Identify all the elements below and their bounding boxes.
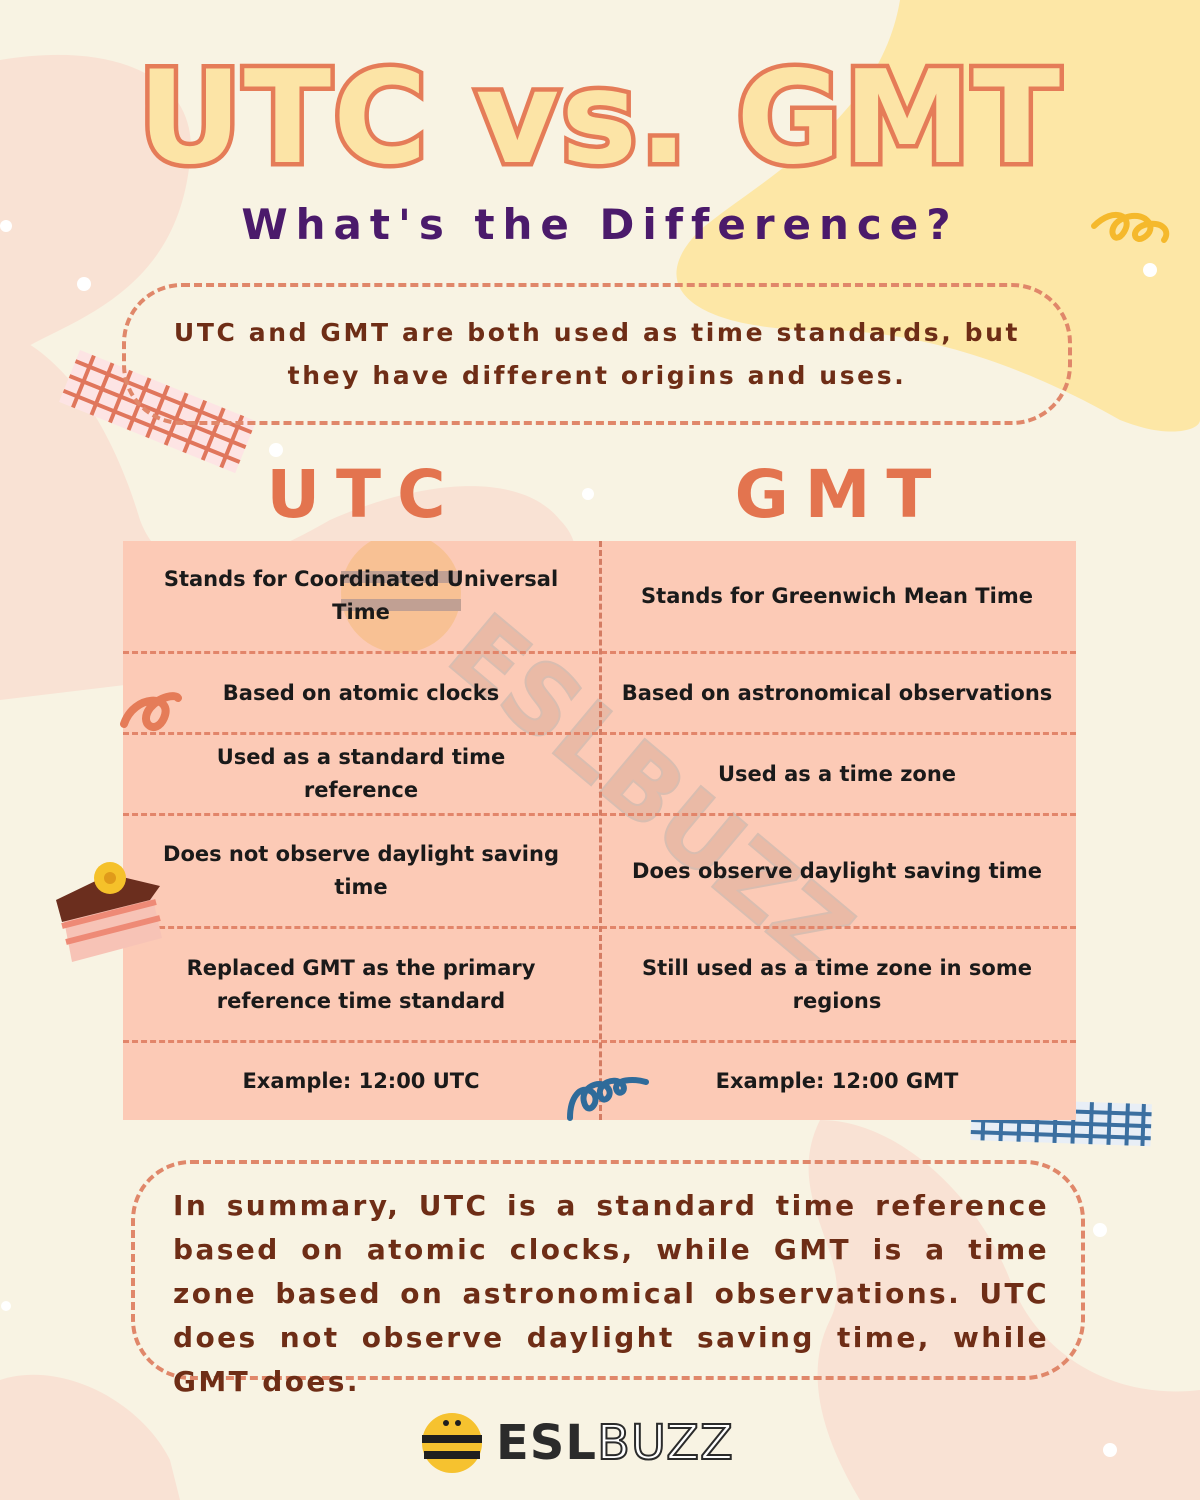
gmt-cell: Still used as a time zone in some region… bbox=[642, 955, 1032, 1013]
dot bbox=[145, 101, 155, 111]
column-divider bbox=[599, 541, 602, 1120]
peach-blob-bottom bbox=[808, 1120, 1200, 1500]
intro-text: UTC and GMT are both used as time standa… bbox=[173, 318, 1021, 390]
brand-logo-bold: ESL bbox=[496, 1415, 597, 1471]
utc-cell: Example: 12:00 UTC bbox=[242, 1069, 480, 1093]
comparison-table: ESLBUZZ Stands for Coordinated Universal… bbox=[123, 541, 1076, 1120]
dot bbox=[1143, 263, 1157, 277]
brand-logo-light: BUZZ bbox=[596, 1414, 734, 1472]
gmt-cell: Based on astronomical observations bbox=[621, 680, 1053, 705]
utc-cell: Based on atomic clocks bbox=[222, 680, 500, 705]
column-header-gmt: GMT bbox=[734, 456, 948, 533]
column-header-utc: UTC bbox=[266, 456, 462, 533]
page-subtitle: What's the Difference? bbox=[241, 200, 959, 249]
peach-blob-left bbox=[0, 54, 191, 370]
gmt-cell: Stands for Greenwich Mean Time bbox=[641, 583, 1033, 608]
peach-blob-bottom-left bbox=[0, 1374, 180, 1500]
brand-logo: ESLBUZZ bbox=[420, 1413, 780, 1473]
watermark-bee-icon bbox=[341, 541, 461, 653]
dot bbox=[1103, 1443, 1117, 1457]
gmt-cell: Example: 12:00 GMT bbox=[715, 1069, 959, 1093]
summary-text: In summary, UTC is a standard time refer… bbox=[173, 1189, 1049, 1398]
utc-cell: Does not observe daylight saving time bbox=[163, 842, 559, 899]
page-title: UTC vs. GMT bbox=[133, 40, 1064, 191]
bee-logo-icon bbox=[422, 1413, 482, 1473]
table-row: Example: 12:00 UTC Example: 12:00 GMT bbox=[123, 1043, 1076, 1120]
intro-box: UTC and GMT are both used as time standa… bbox=[122, 283, 1072, 425]
gmt-cell: Does observe daylight saving time bbox=[632, 858, 1042, 883]
dot bbox=[269, 443, 283, 457]
dot bbox=[1093, 1223, 1107, 1237]
brand-logo-text: ESLBUZZ bbox=[496, 1414, 734, 1472]
dot bbox=[77, 277, 91, 291]
summary-box: In summary, UTC is a standard time refer… bbox=[131, 1160, 1085, 1398]
page-title-text: UTC vs. GMT bbox=[138, 44, 1062, 190]
dot bbox=[0, 220, 12, 232]
dot bbox=[582, 488, 594, 500]
gmt-cell: Used as a time zone bbox=[717, 761, 957, 786]
utc-cell: Stands for Coordinated Universal Time bbox=[163, 567, 559, 624]
dot bbox=[1, 1301, 11, 1311]
utc-cell: Used as a standard time reference bbox=[216, 745, 506, 802]
squiggle-yellow-icon bbox=[1091, 212, 1170, 243]
utc-cell: Replaced GMT as the primary reference ti… bbox=[186, 955, 536, 1013]
